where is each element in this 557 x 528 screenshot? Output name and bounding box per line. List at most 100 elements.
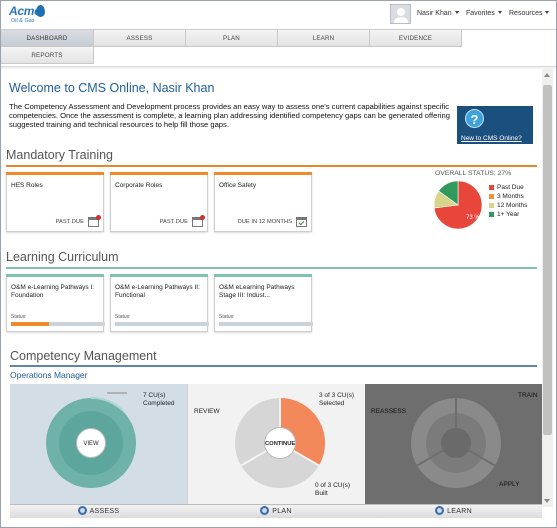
tab-learn[interactable]: LEARN <box>278 30 370 47</box>
curriculum-title: O&M e-Learning Pathways II: Functional <box>115 284 200 299</box>
learn-footer-label: LEARN <box>447 508 472 515</box>
completed-count-text: 7 CU(s) Completed <box>143 392 175 407</box>
legend-item-1-year: 1+ Year <box>489 210 527 219</box>
chevron-down-icon <box>545 11 550 14</box>
avatar-head-icon <box>397 8 405 16</box>
curriculum-card[interactable]: O&M eLearning Pathways Stage III: Indust… <box>214 274 313 332</box>
card-accent <box>214 172 312 175</box>
legend-label: 12 Months <box>497 202 528 209</box>
tab-plan[interactable]: PLAN <box>186 30 278 47</box>
drop-icon <box>36 5 45 17</box>
tab-reports[interactable]: REPORTS <box>1 47 94 64</box>
header-divider <box>1 66 556 69</box>
card-status: PAST DUE <box>55 219 84 225</box>
pie-data-label: 73 % <box>466 215 480 221</box>
role-title: Operations Manager <box>10 370 88 380</box>
chevron-down-icon <box>497 11 502 14</box>
mandatory-training-title: Mandatory Training <box>6 148 114 162</box>
learning-curriculum-title: Learning Curriculum <box>6 250 119 264</box>
help-label: New to CMS Online? <box>461 135 522 142</box>
pie-legend: Past Due 3 Months 12 Months 1+ Year <box>489 183 527 219</box>
apply-label: APPLY <box>499 481 520 488</box>
status-label: Status: <box>219 314 235 320</box>
wheel-hub <box>441 428 471 458</box>
tab-assess[interactable]: ASSESS <box>94 30 186 47</box>
assess-icon <box>77 506 87 515</box>
calendar-alert-icon <box>88 215 101 227</box>
overall-status-label: OVERALL STATUS: 27% <box>435 170 512 177</box>
favorites-menu[interactable]: Favorites <box>466 10 502 17</box>
mandatory-card-office-safety[interactable]: Office Safety DUE IN 12 MONTHS <box>214 172 312 232</box>
continue-button[interactable]: CONTINUE <box>264 427 296 459</box>
plan-footer-button[interactable]: PLAN <box>187 504 365 518</box>
mandatory-card-corporate-roles[interactable]: Corporate Roles PAST DUE <box>110 172 208 232</box>
curriculum-card[interactable]: O&M e-Learning Pathways II: Functional S… <box>110 274 209 332</box>
assess-footer-button[interactable]: ASSESS <box>10 504 187 518</box>
question-icon: ? <box>465 109 484 128</box>
chevron-down-icon <box>454 11 459 14</box>
learn-panel: REASSESS TRAIN APPLY <box>365 384 542 504</box>
alert-dot-icon <box>200 215 205 220</box>
legend-swatch <box>489 194 494 199</box>
mandatory-training-rule <box>6 165 537 167</box>
curriculum-title: O&M eLearning Pathways Stage III: Indust… <box>219 284 295 299</box>
card-title: Corporate Roles <box>115 182 163 189</box>
logo-name: Acme <box>9 4 41 18</box>
built-count-text: 0 of 3 CU(s) Built <box>315 482 351 497</box>
header: Acme Oil & Gas Nasir Khan Favorites Reso… <box>1 1 556 29</box>
intro-text: The Competency Assessment and Developmen… <box>9 102 450 129</box>
progress-bar <box>219 322 313 326</box>
assess-panel: VIEW 7 CU(s) Completed <box>10 384 187 504</box>
card-accent <box>110 274 208 277</box>
check-icon <box>298 219 305 226</box>
card-accent <box>6 172 104 175</box>
card-accent <box>214 274 312 277</box>
mandatory-card-hes-roles[interactable]: HES Roles PAST DUE <box>6 172 104 232</box>
progress-bar <box>115 322 209 326</box>
resources-menu[interactable]: Resources <box>509 10 550 17</box>
plan-panel: CONTINUE REVIEW 3 of 3 CU(s) Selected 0 … <box>187 384 365 504</box>
resources-label: Resources <box>509 10 543 17</box>
scroll-down-icon[interactable] <box>544 499 550 503</box>
status-label: Status: <box>115 314 131 320</box>
scroll-up-icon[interactable] <box>544 73 550 77</box>
avatar[interactable] <box>390 4 411 24</box>
calendar-check-icon <box>296 217 307 227</box>
curriculum-card[interactable]: O&M e-Learning Pathways I: Foundation St… <box>6 274 105 332</box>
legend-label: 3 Months <box>497 193 524 200</box>
page-title: Welcome to CMS Online, Nasir Khan <box>9 81 215 95</box>
tab-evidence[interactable]: EVIDENCE <box>370 30 462 47</box>
user-menu[interactable]: Nasir Khan <box>417 10 459 17</box>
competency-management-rule <box>10 365 537 367</box>
card-accent <box>110 172 208 175</box>
company-logo[interactable]: Acme Oil & Gas <box>6 4 50 26</box>
overall-status-pie-chart[interactable]: 73 % <box>432 179 484 231</box>
learn-icon <box>435 506 445 515</box>
assess-footer-label: ASSESS <box>89 508 120 515</box>
card-accent <box>6 274 104 277</box>
view-button[interactable]: VIEW <box>76 428 106 458</box>
calendar-alert-icon <box>192 215 205 227</box>
learn-wheel <box>411 398 501 488</box>
new-user-help-button[interactable]: ? New to CMS Online? <box>457 106 533 144</box>
plan-icon <box>260 506 270 515</box>
favorites-label: Favorites <box>466 10 495 17</box>
legend-item-12-months: 12 Months <box>489 201 527 210</box>
pie-slice-1-year[interactable] <box>438 180 459 206</box>
legend-swatch <box>489 203 494 208</box>
wheel-highlight <box>90 396 123 411</box>
card-title: HES Roles <box>11 182 43 189</box>
logo-subtitle: Oil & Gas <box>11 18 35 24</box>
tab-dashboard[interactable]: DASHBOARD <box>1 30 94 47</box>
selected-count-text: 3 of 3 CU(s) Selected <box>319 392 355 407</box>
competency-management-title: Competency Management <box>10 349 157 363</box>
progress-bar <box>11 322 105 326</box>
legend-label: Past Due <box>497 184 524 191</box>
legend-label: 1+ Year <box>497 211 520 218</box>
learn-footer-button[interactable]: LEARN <box>365 504 542 518</box>
scrollbar-thumb[interactable] <box>543 85 552 435</box>
learning-curriculum-rule <box>6 267 537 269</box>
alert-dot-icon <box>96 215 101 220</box>
progress-fill <box>11 322 49 326</box>
